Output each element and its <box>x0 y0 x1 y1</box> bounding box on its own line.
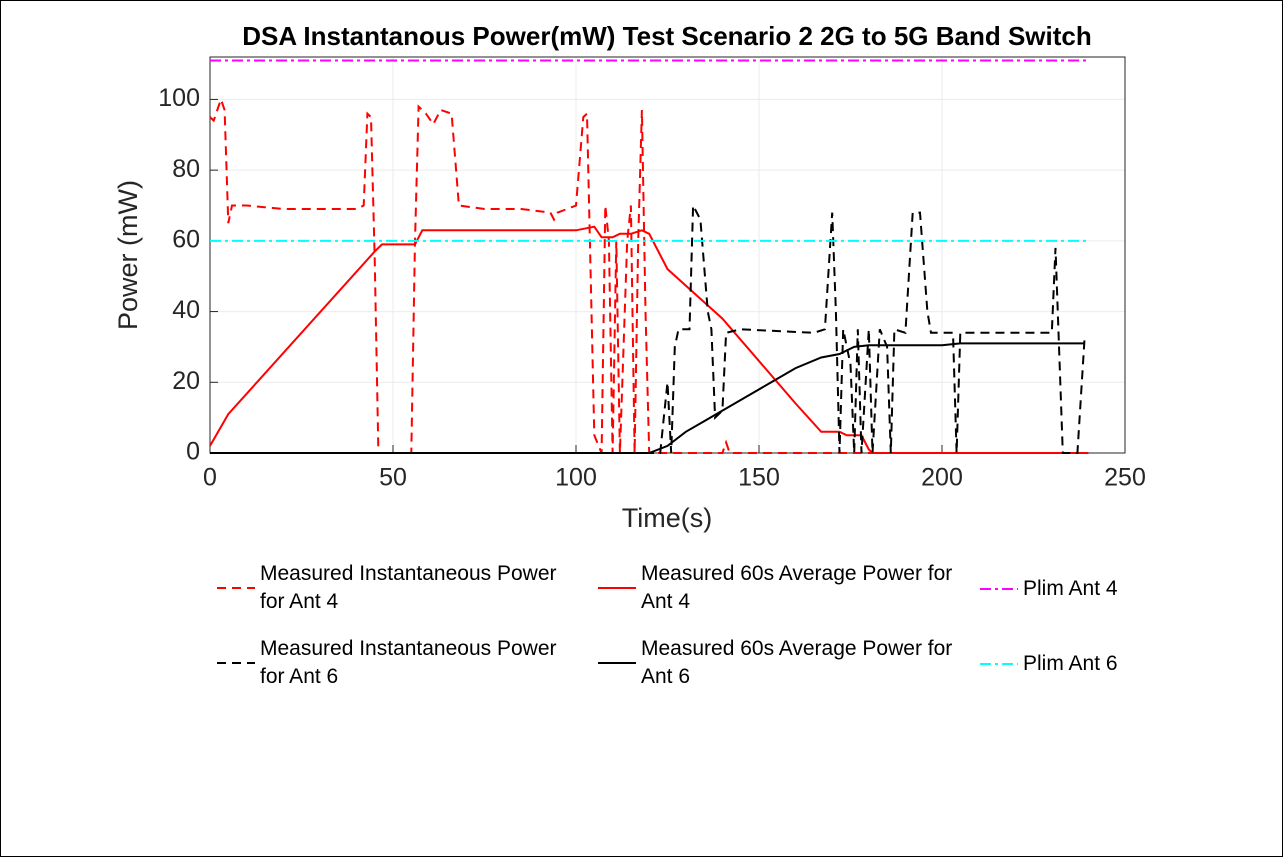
x-tick-label: 200 <box>921 464 963 492</box>
series-line <box>210 201 1086 454</box>
legend-item: Measured 60s Average Power for Ant 4 <box>597 560 961 616</box>
legend-label: Measured Instantaneous Power for Ant 6 <box>260 637 557 688</box>
x-tick-label: 150 <box>738 464 780 492</box>
series-line <box>209 225 1089 454</box>
legend-swatch <box>217 662 255 664</box>
legend-label: Measured Instantaneous Power for Ant 4 <box>260 562 557 613</box>
x-axis-label: Time(s) <box>622 503 712 533</box>
x-tick-label: 100 <box>555 464 597 492</box>
chart-title: DSA Instantanous Power(mW) Test Scenario… <box>242 21 1091 51</box>
series-line <box>210 342 1085 454</box>
y-tick-label: 20 <box>172 367 200 395</box>
legend-label: Measured 60s Average Power for Ant 4 <box>641 562 953 613</box>
y-tick-label: 0 <box>186 438 200 466</box>
legend-label: Plim Ant 6 <box>1023 652 1118 675</box>
x-tick-label: 50 <box>379 464 407 492</box>
legend-item: Plim Ant 4 <box>979 575 1203 603</box>
legend-swatch <box>598 587 636 589</box>
legend-item: Measured Instantaneous Power for Ant 4 <box>216 560 580 616</box>
legend-item: Measured Instantaneous Power for Ant 6 <box>216 635 580 691</box>
legend-swatch <box>980 588 1018 590</box>
x-tick-label: 0 <box>203 464 217 492</box>
y-axis-label: Power (mW) <box>113 180 143 330</box>
y-tick-label: 100 <box>158 84 200 112</box>
legend-item: Plim Ant 6 <box>979 650 1203 678</box>
legend-label: Measured 60s Average Power for Ant 6 <box>641 637 953 688</box>
series-line <box>209 96 1089 454</box>
legend-swatch <box>217 587 255 589</box>
y-tick-label: 60 <box>172 225 200 253</box>
legend-label: Plim Ant 4 <box>1023 577 1118 600</box>
y-tick-label: 40 <box>172 296 200 324</box>
legend-item: Measured 60s Average Power for Ant 6 <box>597 635 961 691</box>
legend-swatch <box>980 663 1018 665</box>
plot-frame <box>209 56 1126 454</box>
legend-swatch <box>598 662 636 664</box>
y-tick-label: 80 <box>172 155 200 183</box>
x-tick-label: 250 <box>1104 464 1146 492</box>
